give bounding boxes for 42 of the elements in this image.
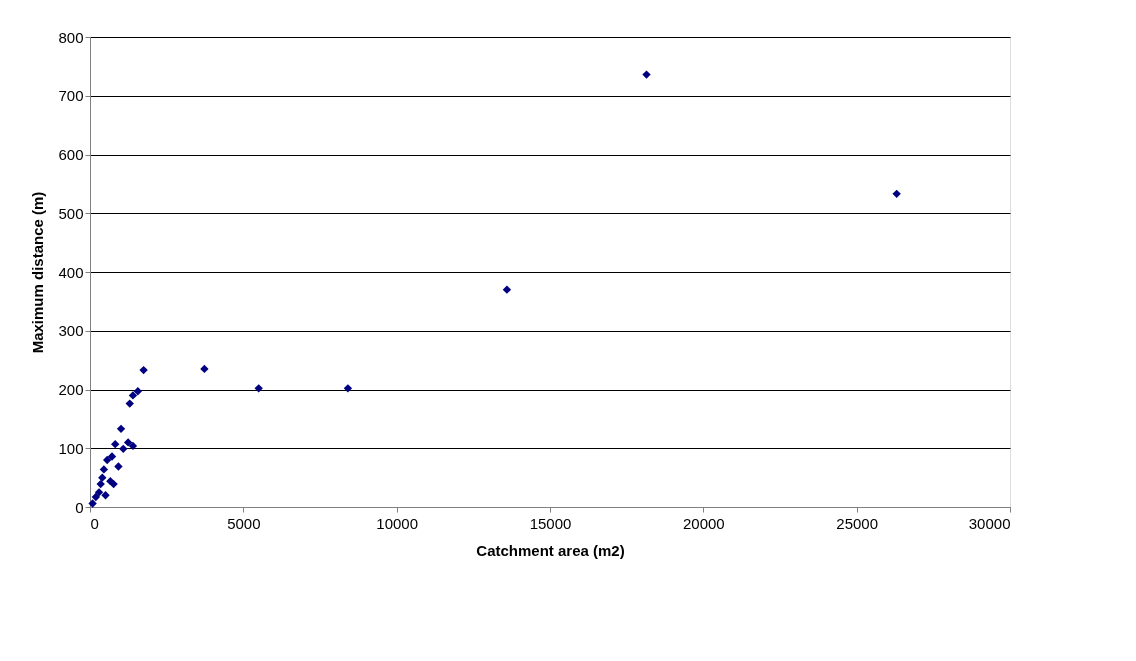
point xyxy=(343,384,353,393)
point xyxy=(91,492,101,502)
y-tick-label: 100 xyxy=(58,439,84,457)
y-tick-label: 800 xyxy=(58,28,84,46)
point xyxy=(114,462,123,471)
x-tick-label: 15000 xyxy=(529,514,572,532)
point xyxy=(119,444,128,454)
y-tick-label: 600 xyxy=(58,146,84,163)
point xyxy=(96,479,105,489)
y-tick-label: 200 xyxy=(58,381,84,398)
x-tick-label: 25000 xyxy=(836,514,879,532)
point xyxy=(99,465,109,474)
y-tick-label: 400 xyxy=(58,263,84,281)
y-tick-label: 0 xyxy=(75,498,84,516)
point xyxy=(200,364,209,374)
x-tick-label: 30000 xyxy=(968,514,1011,532)
point xyxy=(128,391,138,400)
point xyxy=(128,441,138,451)
x-tick-label: 20000 xyxy=(682,514,725,532)
x-tick-label: 10000 xyxy=(376,514,419,532)
point xyxy=(111,439,120,449)
point xyxy=(642,70,651,79)
point xyxy=(254,384,263,393)
point xyxy=(502,285,512,294)
x-tick-label: 0 xyxy=(90,514,99,532)
y-tick-label: 300 xyxy=(58,322,84,340)
y-tick-label: 500 xyxy=(58,204,84,222)
x-tick-label: 5000 xyxy=(227,514,261,532)
point xyxy=(892,189,901,199)
point xyxy=(133,387,143,396)
point xyxy=(107,452,117,461)
point xyxy=(125,399,134,408)
point xyxy=(102,455,112,465)
point xyxy=(139,365,148,375)
point xyxy=(94,488,104,497)
point xyxy=(123,438,133,447)
point xyxy=(98,473,107,482)
x-axis-title: Catchment area (m2) xyxy=(476,541,625,559)
y-axis-title: Maximum distance (m) xyxy=(29,191,47,354)
y-tick-label: 700 xyxy=(58,87,84,105)
point xyxy=(116,424,126,434)
point xyxy=(101,491,110,500)
